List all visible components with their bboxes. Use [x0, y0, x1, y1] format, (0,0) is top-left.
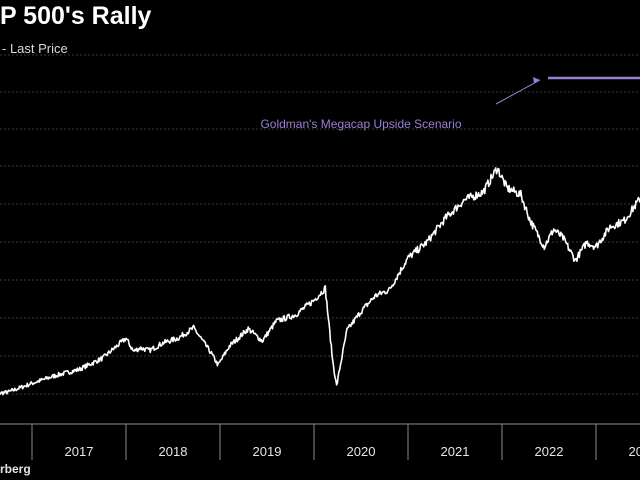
chart-title: P 500's Rally — [0, 2, 152, 30]
x-axis: 2017 2018 2019 2020 2021 2022 2023 — [0, 423, 640, 460]
x-tick-label: 2020 — [347, 444, 376, 459]
x-tick-label: 2017 — [65, 444, 94, 459]
annotation-text: Goldman's Megacap Upside Scenario — [260, 117, 461, 131]
annotation-arrow-head — [533, 76, 540, 83]
x-tick-label: 2018 — [159, 444, 188, 459]
x-tick-label: 2022 — [535, 444, 564, 459]
x-tick-label: 2021 — [441, 444, 470, 459]
legend-entry-last-price: - Last Price — [2, 41, 68, 56]
annotation-group: Goldman's Megacap Upside Scenario — [260, 76, 640, 131]
grid-lines — [0, 54, 640, 395]
x-tick-label: 2019 — [253, 444, 282, 459]
x-tick-label: 2023 — [629, 444, 640, 459]
series-lines — [0, 167, 640, 396]
series-line-last-price — [0, 167, 640, 396]
source-credit: rberg — [0, 462, 31, 476]
annotation-arrow-line — [495, 79, 541, 105]
